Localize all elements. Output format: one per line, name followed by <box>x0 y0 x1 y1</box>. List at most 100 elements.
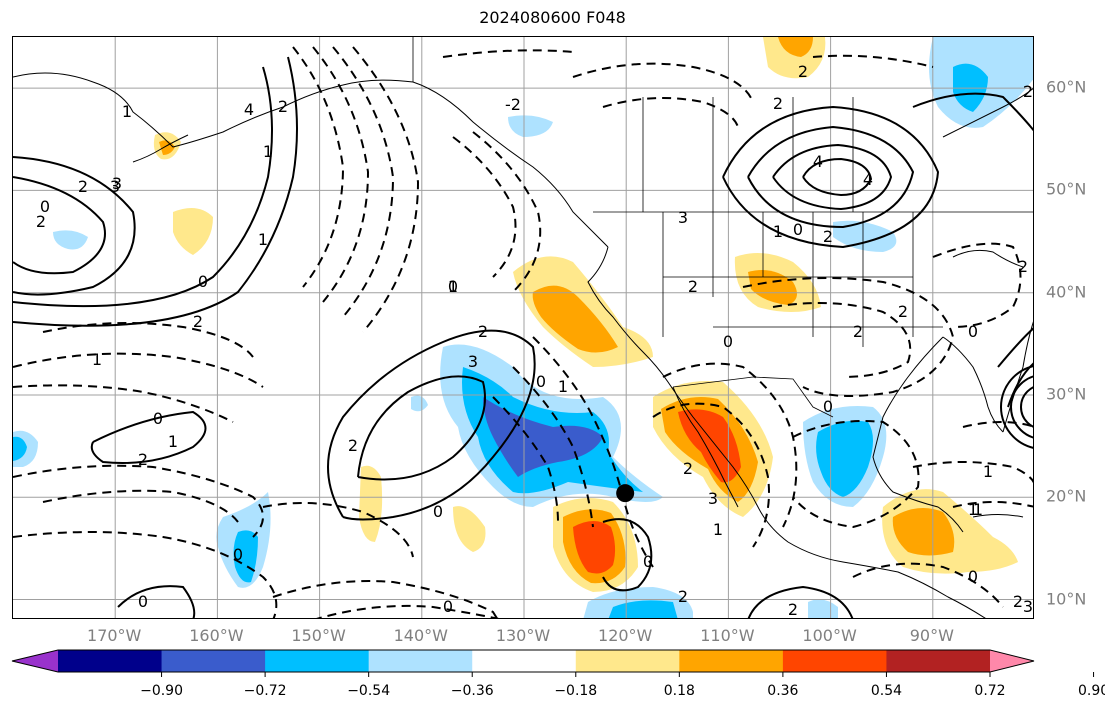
contour-label: 4 <box>813 152 823 171</box>
map-title: 2024080600 F048 <box>479 8 626 27</box>
contour-label: 2 <box>1023 82 1033 101</box>
contour-dashed-pacific-w-3 <box>13 384 234 423</box>
contour-label: 1 <box>713 520 723 539</box>
contour-dashed-us-low-2 <box>772 302 912 378</box>
contour-solid-nw-high-2 <box>13 156 136 296</box>
contour-label: 2 <box>138 450 148 469</box>
lon-tick-label: 140°W <box>393 626 448 645</box>
contour-label: 0 <box>433 502 443 521</box>
contour-solid-canada-high-2 <box>772 143 893 211</box>
contour-label: 0 <box>138 592 148 611</box>
coastline-alaska <box>13 72 609 248</box>
positive-anomaly-rockies-mid <box>748 269 797 305</box>
contour-label: 2 <box>278 97 288 116</box>
contour-label: 3 <box>708 489 718 508</box>
contour-dashed-pacific-w <box>13 352 264 388</box>
contour-label: 0 <box>968 322 978 341</box>
contour-label: 0 <box>968 567 978 586</box>
lon-tick-label: 160°W <box>189 626 244 645</box>
contour-dashed-bc-2 <box>472 131 542 293</box>
contour-solid-nw-ridge <box>13 66 273 308</box>
negative-anomaly-small <box>808 599 838 618</box>
contour-solid-ne-ridge <box>912 92 1033 132</box>
negative-anomaly-canada <box>833 220 897 252</box>
contour-label: 4 <box>863 170 873 189</box>
contour-label: 2 <box>1018 257 1028 276</box>
lat-tick-label: 10°N <box>1046 589 1087 609</box>
contour-label: 2 <box>36 212 46 231</box>
contour-dashed-carib <box>912 461 1033 484</box>
contour-solid-canada-high <box>747 125 915 229</box>
colorbar-segment <box>368 650 473 672</box>
contour-label: 0 <box>823 397 833 416</box>
contour-label: 0 <box>153 409 163 428</box>
lon-tick-label: 120°W <box>598 626 653 645</box>
contour-label: 1 <box>263 142 273 161</box>
contour-label: 3 <box>112 174 122 193</box>
colorbar-segment <box>782 650 887 672</box>
colorbar-tick-label: 0.18 <box>663 683 695 699</box>
colorbar-segment <box>58 650 163 672</box>
positive-anomaly-south-strong <box>573 521 616 574</box>
contour-label: 2 <box>798 62 808 81</box>
coastline-florida <box>942 336 1004 433</box>
graticule <box>13 37 1033 618</box>
colorbar-tick-label: 0.90 <box>1077 683 1105 699</box>
contour-dashed-north <box>442 49 574 58</box>
contour-dashed-us-low <box>742 277 955 397</box>
contour-label: 2 <box>193 312 203 331</box>
contour-dashed-gulf-ak-3 <box>332 46 395 318</box>
colorbar-extend-high <box>990 650 1034 672</box>
contour-dashed-bc <box>452 136 517 278</box>
contour-solid-east-2 <box>1007 362 1033 408</box>
contour-dashed-north-low <box>572 62 754 103</box>
coastline-great-lakes <box>952 249 1024 268</box>
colorbar-tick-label: 0.54 <box>870 683 903 699</box>
contour-label: 2 <box>1013 592 1023 611</box>
negative-anomaly-west-mid <box>13 436 27 461</box>
contour-dashed-north-low-2 <box>602 97 739 128</box>
contour-label: 2 <box>823 227 833 246</box>
contour-label: 0 <box>643 552 653 571</box>
contour-label: 1 <box>983 462 993 481</box>
negative-anomaly-ak <box>508 115 553 137</box>
contour-dashed-north-2 <box>812 54 934 68</box>
contour-label: 3 <box>468 352 478 371</box>
contour-solid-nw-ridge-2 <box>13 56 298 327</box>
contour-dashed-trough <box>532 336 654 568</box>
colorbar-tick-label: −0.72 <box>243 683 287 699</box>
contour-label: 0 <box>448 277 458 296</box>
contour-dashed-west-low-2 <box>42 489 239 523</box>
contour-dashed-carib-2 <box>952 501 1033 508</box>
contour-label: 2 <box>788 600 798 619</box>
contour-dashed-south-pacific <box>272 580 498 618</box>
colorbar-tick-label: −0.36 <box>450 683 494 699</box>
coastline-east <box>1002 321 1033 433</box>
contour-label: 0 <box>198 272 208 291</box>
contour-dashed-trough-2 <box>512 366 594 528</box>
negative-anomaly-central-strong <box>483 397 603 477</box>
contour-dashed-gulf-ak-2 <box>312 46 370 303</box>
contour-dashed-mexico <box>662 362 798 528</box>
contour-lines <box>13 46 1033 618</box>
map-canvas: 43211234423212122112312-2000000000000000… <box>13 37 1033 619</box>
contour-label: 0 <box>233 545 243 564</box>
colorbar-segment <box>886 650 991 672</box>
coastline-cuba <box>972 514 1024 518</box>
contour-label: 3 <box>110 177 120 196</box>
contour-dashed-gulf-ak-4 <box>352 46 420 333</box>
lat-tick-label: 20°N <box>1046 486 1087 506</box>
contour-dashed-east-low <box>962 421 1033 428</box>
coastline-west-coast <box>587 246 986 618</box>
contour-dashed-se <box>852 562 1004 608</box>
contour-label: 1 <box>973 500 983 519</box>
positive-anomaly-small-1 <box>359 465 383 542</box>
lat-tick-label: 60°N <box>1046 77 1087 97</box>
contour-label: 3 <box>1023 597 1033 616</box>
contour-label: 0 <box>443 597 453 616</box>
lat-tick-label: 50°N <box>1046 179 1087 199</box>
contour-label: 2 <box>853 322 863 341</box>
contour-dashed-gulf-mex <box>792 420 920 529</box>
colorbar-tick-label: 0.72 <box>974 683 1006 699</box>
contour-dashed-mexico-2 <box>652 402 770 548</box>
